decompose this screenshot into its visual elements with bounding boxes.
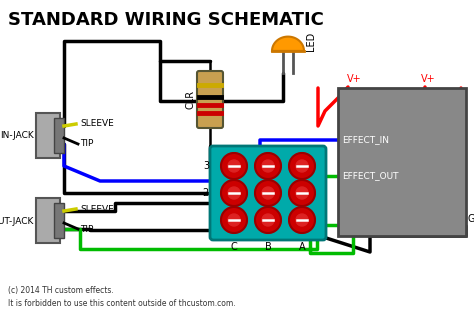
Text: TIP: TIP: [80, 140, 93, 149]
Text: V+: V+: [346, 74, 361, 84]
Text: EFFECT_OUT: EFFECT_OUT: [342, 171, 399, 180]
Text: OUT-JACK: OUT-JACK: [0, 216, 34, 225]
Text: SLEEVE: SLEEVE: [80, 119, 114, 128]
Circle shape: [296, 214, 308, 226]
Bar: [54, 203, 64, 238]
Circle shape: [221, 180, 247, 206]
Circle shape: [255, 207, 281, 233]
Text: SLEEVE: SLEEVE: [80, 204, 114, 213]
Bar: [54, 118, 64, 153]
Text: C: C: [231, 242, 237, 252]
Circle shape: [262, 160, 274, 172]
FancyBboxPatch shape: [210, 146, 326, 240]
Bar: [338, 88, 466, 236]
Circle shape: [255, 153, 281, 179]
Circle shape: [228, 160, 240, 172]
Circle shape: [262, 187, 274, 199]
Circle shape: [228, 187, 240, 199]
Circle shape: [289, 207, 315, 233]
Text: IN-JACK: IN-JACK: [0, 132, 34, 141]
Circle shape: [289, 153, 315, 179]
Text: A: A: [299, 242, 305, 252]
Circle shape: [221, 207, 247, 233]
Circle shape: [255, 180, 281, 206]
Circle shape: [228, 214, 240, 226]
Circle shape: [289, 180, 315, 206]
Text: GND: GND: [468, 214, 474, 224]
Circle shape: [296, 160, 308, 172]
Text: B: B: [264, 242, 272, 252]
Text: STANDARD WIRING SCHEMATIC: STANDARD WIRING SCHEMATIC: [8, 11, 324, 29]
FancyBboxPatch shape: [197, 71, 223, 128]
Text: CLR: CLR: [186, 90, 196, 109]
Text: V+: V+: [421, 74, 435, 84]
Text: 2: 2: [203, 188, 209, 198]
Bar: [36, 198, 60, 243]
Text: LED: LED: [306, 31, 316, 51]
Bar: [36, 113, 60, 158]
Text: (c) 2014 TH custom effects.
It is forbidden to use this content outside of thcus: (c) 2014 TH custom effects. It is forbid…: [8, 286, 236, 308]
Circle shape: [296, 187, 308, 199]
Polygon shape: [272, 37, 304, 51]
Circle shape: [221, 153, 247, 179]
Text: EFFECT_IN: EFFECT_IN: [342, 135, 389, 144]
Text: TIP: TIP: [80, 224, 93, 233]
Text: 3: 3: [203, 161, 209, 171]
Circle shape: [262, 214, 274, 226]
